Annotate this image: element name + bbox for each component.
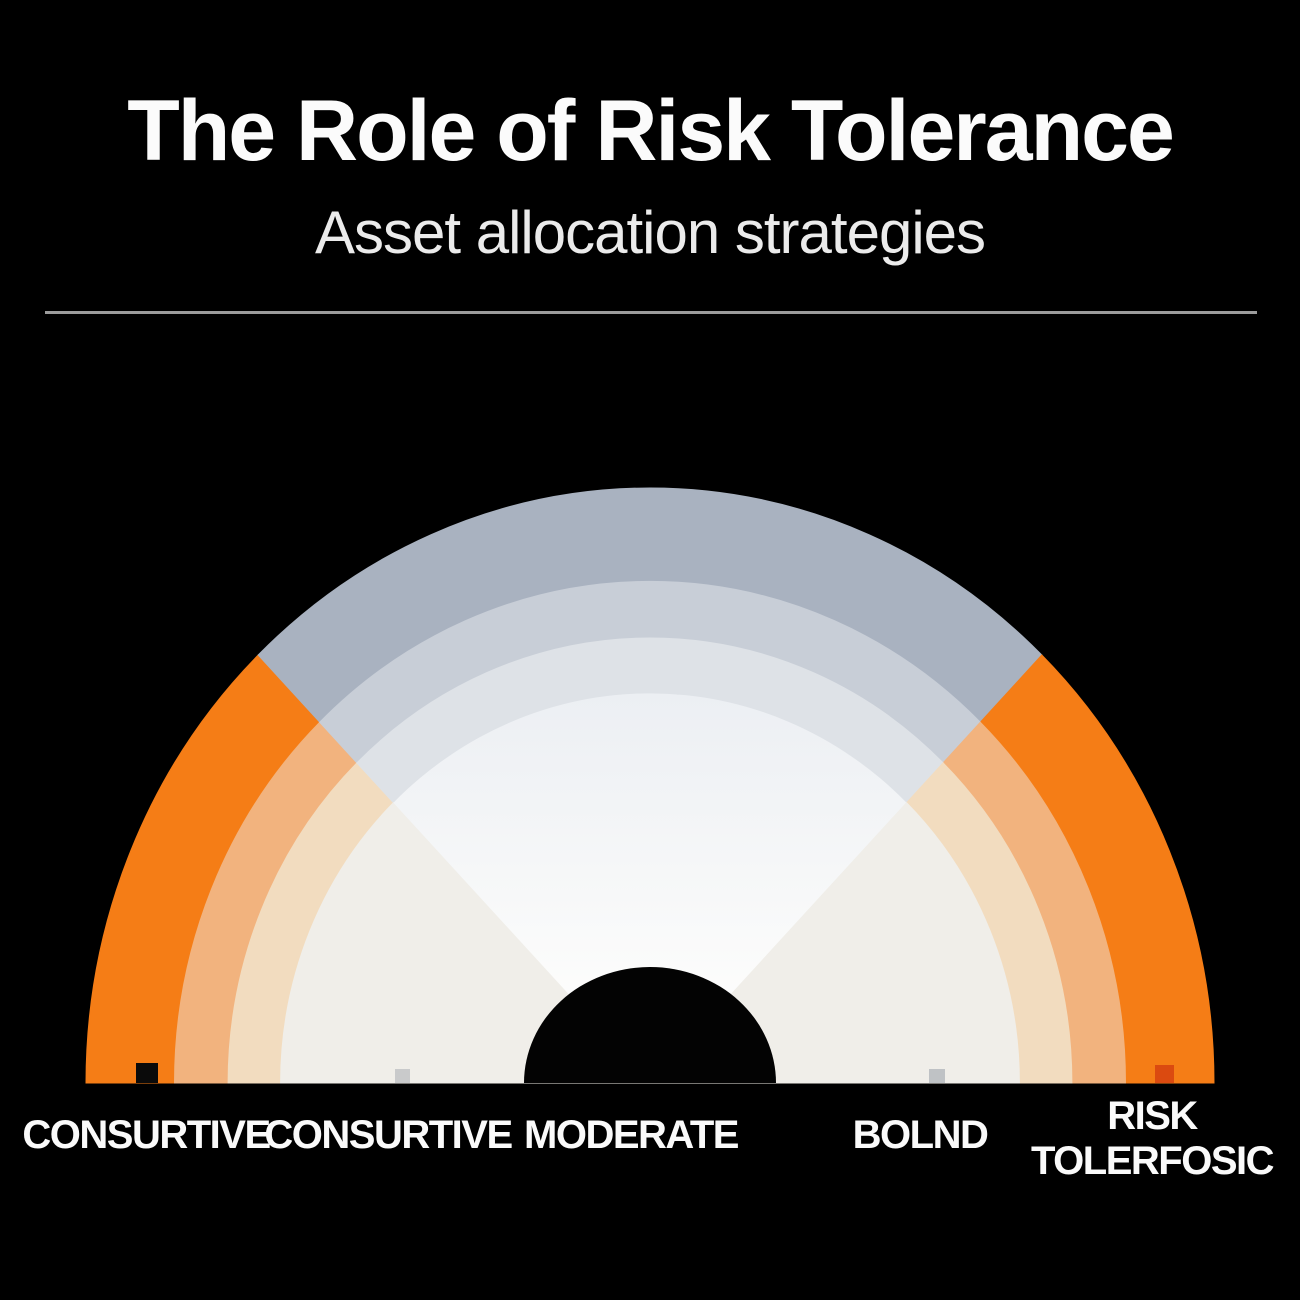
gauge-tick bbox=[1155, 1065, 1174, 1083]
gauge-tick bbox=[136, 1063, 158, 1083]
gauge-tick bbox=[395, 1069, 410, 1083]
gauge-label-moderate: MODERATE bbox=[524, 1113, 739, 1157]
gauge-label-risk-line2: TOLERFOSIC bbox=[1030, 1138, 1275, 1183]
gauge-label-consurtive-2: CONSURTIVE bbox=[264, 1113, 513, 1157]
gauge-label-risk-tolerfosic: RISK TOLERFOSIC bbox=[1030, 1094, 1275, 1184]
gauge-ticks bbox=[136, 1063, 1174, 1083]
gauge-hub bbox=[524, 967, 776, 1083]
gauge-label-consurtive-1: CONSURTIVE bbox=[22, 1113, 271, 1157]
divider-line bbox=[45, 311, 1257, 314]
gauge-tick bbox=[929, 1069, 945, 1083]
page-title: The Role of Risk Tolerance bbox=[127, 83, 1175, 179]
gauge-label-bolnd: BOLND bbox=[852, 1113, 989, 1157]
gauge-segment bbox=[393, 693, 907, 1083]
page-subtitle: Asset allocation strategies bbox=[314, 199, 986, 266]
gauge-label-risk-line1: RISK bbox=[1107, 1094, 1198, 1138]
gauge-rings bbox=[85, 487, 1215, 1084]
